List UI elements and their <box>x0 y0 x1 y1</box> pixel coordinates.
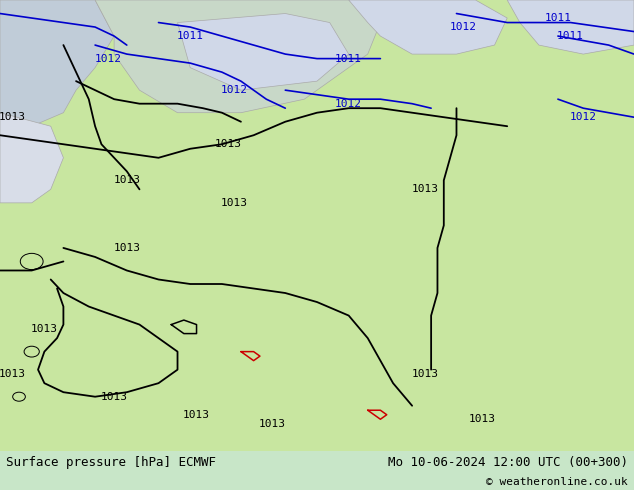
Text: 1013: 1013 <box>411 369 438 379</box>
Text: 1012: 1012 <box>221 85 248 95</box>
PathPatch shape <box>0 0 114 126</box>
Text: 1013: 1013 <box>113 243 140 253</box>
Text: 1013: 1013 <box>215 139 242 149</box>
PathPatch shape <box>0 113 63 203</box>
Text: 1013: 1013 <box>101 392 127 402</box>
PathPatch shape <box>507 0 634 54</box>
Text: 1013: 1013 <box>183 410 210 420</box>
Circle shape <box>20 253 43 270</box>
Text: 1011: 1011 <box>557 31 584 41</box>
Text: 1011: 1011 <box>177 31 204 41</box>
PathPatch shape <box>178 14 349 90</box>
Text: 1011: 1011 <box>335 53 362 64</box>
Text: 1013: 1013 <box>0 112 26 122</box>
PathPatch shape <box>95 0 380 113</box>
Text: 1013: 1013 <box>31 324 58 334</box>
Text: 1012: 1012 <box>570 112 597 122</box>
Text: 1011: 1011 <box>545 13 571 23</box>
Circle shape <box>24 346 39 357</box>
Text: 1013: 1013 <box>259 419 286 429</box>
Text: Mo 10-06-2024 12:00 UTC (00+300): Mo 10-06-2024 12:00 UTC (00+300) <box>387 456 628 469</box>
Text: 1013: 1013 <box>411 184 438 195</box>
Text: 1012: 1012 <box>335 98 362 109</box>
Text: 1013: 1013 <box>0 369 26 379</box>
PathPatch shape <box>349 0 507 54</box>
Text: 1013: 1013 <box>469 414 495 424</box>
Text: 1012: 1012 <box>94 53 121 64</box>
Text: 1012: 1012 <box>450 22 476 32</box>
Text: Surface pressure [hPa] ECMWF: Surface pressure [hPa] ECMWF <box>6 456 216 469</box>
Text: 1013: 1013 <box>221 198 248 208</box>
Text: 1013: 1013 <box>113 175 140 185</box>
Circle shape <box>13 392 25 401</box>
Text: © weatheronline.co.uk: © weatheronline.co.uk <box>486 477 628 487</box>
